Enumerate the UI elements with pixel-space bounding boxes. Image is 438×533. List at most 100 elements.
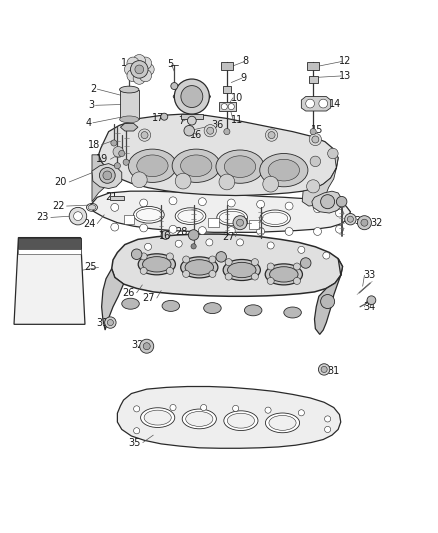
Circle shape: [265, 407, 271, 413]
Circle shape: [227, 199, 235, 207]
Ellipse shape: [120, 116, 139, 123]
Text: 15: 15: [311, 125, 323, 135]
Text: 7: 7: [178, 116, 184, 126]
Circle shape: [325, 426, 331, 432]
Polygon shape: [249, 220, 259, 229]
Circle shape: [187, 116, 196, 125]
Ellipse shape: [186, 411, 213, 426]
Ellipse shape: [172, 149, 220, 182]
Text: 34: 34: [364, 302, 376, 312]
Circle shape: [233, 405, 239, 411]
Text: 9: 9: [240, 73, 246, 83]
Circle shape: [139, 57, 152, 69]
Circle shape: [141, 132, 148, 139]
Circle shape: [312, 136, 319, 143]
Ellipse shape: [269, 266, 298, 282]
Circle shape: [225, 259, 232, 265]
Circle shape: [225, 273, 232, 280]
Circle shape: [293, 278, 300, 285]
Circle shape: [119, 150, 125, 157]
Circle shape: [309, 133, 321, 146]
Circle shape: [161, 231, 170, 239]
Circle shape: [131, 249, 142, 260]
Polygon shape: [314, 259, 343, 334]
Polygon shape: [92, 164, 122, 189]
Circle shape: [361, 219, 368, 226]
Text: 14: 14: [329, 100, 342, 109]
Circle shape: [237, 219, 244, 226]
Text: DETROIT DIESEL: DETROIT DIESEL: [33, 241, 66, 245]
Circle shape: [183, 256, 190, 263]
Polygon shape: [120, 90, 139, 119]
Ellipse shape: [284, 307, 301, 318]
Circle shape: [140, 224, 148, 232]
Circle shape: [227, 227, 235, 235]
Circle shape: [140, 339, 154, 353]
Circle shape: [321, 195, 335, 209]
Circle shape: [314, 205, 321, 213]
Text: 27: 27: [222, 232, 234, 242]
Circle shape: [306, 99, 314, 108]
Ellipse shape: [268, 159, 300, 181]
Circle shape: [298, 410, 304, 416]
Text: 35: 35: [129, 438, 141, 448]
Text: 30: 30: [321, 198, 334, 208]
Circle shape: [140, 199, 148, 207]
Polygon shape: [18, 248, 81, 254]
Text: 28: 28: [175, 228, 187, 237]
Circle shape: [111, 223, 119, 231]
Circle shape: [99, 167, 115, 183]
Circle shape: [319, 99, 328, 108]
Polygon shape: [110, 196, 124, 200]
Text: 17: 17: [152, 114, 165, 124]
Circle shape: [336, 197, 347, 207]
Circle shape: [204, 125, 216, 137]
Circle shape: [139, 69, 152, 82]
Ellipse shape: [178, 210, 203, 222]
Circle shape: [184, 125, 194, 136]
Text: 10: 10: [231, 93, 244, 103]
Text: 5: 5: [167, 59, 173, 69]
Polygon shape: [92, 155, 109, 201]
Circle shape: [206, 239, 213, 246]
Circle shape: [237, 239, 244, 246]
Polygon shape: [307, 61, 319, 70]
Text: 21: 21: [105, 192, 117, 203]
Circle shape: [221, 103, 227, 110]
Circle shape: [183, 270, 190, 278]
Text: 13: 13: [339, 71, 352, 81]
Ellipse shape: [180, 257, 218, 278]
Polygon shape: [99, 114, 338, 196]
Circle shape: [314, 228, 321, 236]
Circle shape: [318, 364, 330, 375]
Text: 3: 3: [88, 100, 94, 110]
Text: 20: 20: [54, 177, 67, 187]
Text: 1: 1: [121, 58, 127, 68]
Circle shape: [228, 103, 234, 110]
Text: 19: 19: [96, 154, 109, 164]
Ellipse shape: [120, 86, 139, 93]
Polygon shape: [102, 269, 124, 330]
Ellipse shape: [142, 257, 171, 272]
Text: 29: 29: [237, 217, 249, 228]
Circle shape: [198, 227, 206, 235]
Ellipse shape: [260, 210, 290, 227]
Text: 36: 36: [211, 120, 223, 131]
Ellipse shape: [180, 155, 212, 176]
Circle shape: [233, 216, 247, 230]
Circle shape: [207, 127, 214, 134]
Polygon shape: [312, 191, 342, 213]
Circle shape: [111, 140, 117, 146]
Ellipse shape: [216, 150, 264, 183]
Circle shape: [143, 343, 150, 350]
Polygon shape: [221, 61, 233, 70]
Ellipse shape: [227, 413, 254, 428]
Polygon shape: [120, 124, 138, 131]
Circle shape: [267, 242, 274, 249]
Ellipse shape: [185, 260, 214, 275]
Ellipse shape: [244, 305, 262, 316]
Ellipse shape: [219, 211, 245, 223]
Text: 24: 24: [83, 219, 95, 229]
Text: 32: 32: [131, 341, 144, 350]
Circle shape: [328, 148, 338, 159]
